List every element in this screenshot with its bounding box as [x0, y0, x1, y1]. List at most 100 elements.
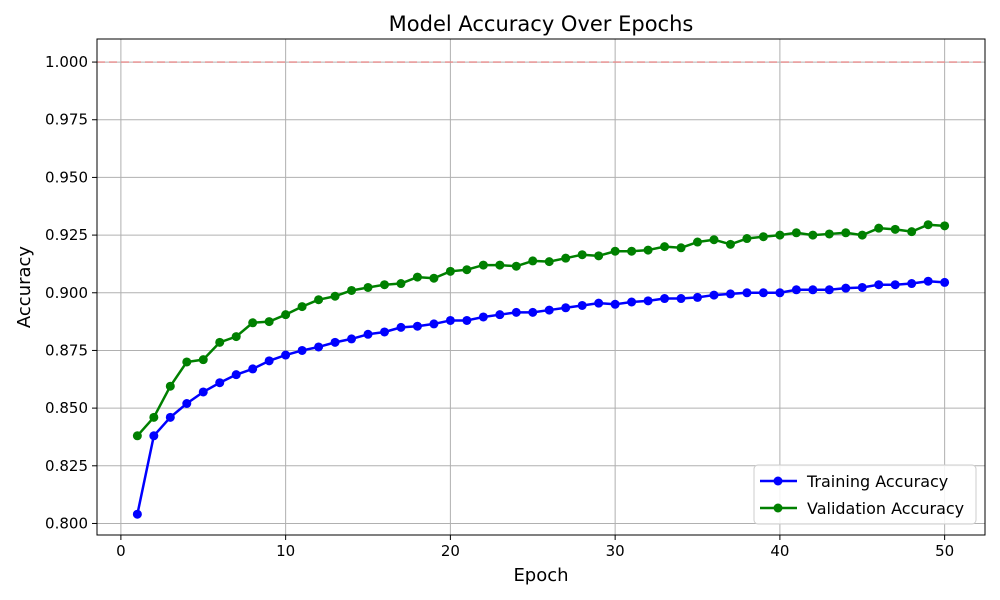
data-point [248, 364, 258, 374]
data-point [676, 243, 686, 253]
series-line [136, 223, 945, 437]
legend-marker-validation [773, 503, 783, 513]
legend: Training Accuracy Validation Accuracy [753, 464, 977, 525]
data-point [165, 412, 175, 422]
grid-lines [97, 39, 985, 535]
chart-title: Model Accuracy Over Epochs [389, 12, 694, 36]
data-point [445, 266, 455, 276]
data-point [511, 307, 521, 317]
x-axis-ticks: 0 10 20 30 40 50 [116, 535, 954, 560]
y-tick-label: 0.825 [45, 457, 88, 475]
data-point [627, 297, 637, 307]
data-point [890, 280, 900, 290]
x-axis-label: Epoch [513, 565, 568, 586]
data-point [725, 239, 735, 249]
y-tick-label: 0.925 [45, 226, 88, 244]
data-point [709, 235, 719, 245]
y-axis-ticks: 0.800 0.825 0.850 0.875 0.900 0.925 0.950 0.975… [45, 53, 97, 532]
y-tick-label: 0.900 [45, 284, 88, 302]
x-tick-label: 30 [606, 542, 625, 560]
data-point [725, 289, 735, 299]
data-point [215, 378, 225, 388]
data-point [742, 288, 752, 298]
plot-frame [96, 38, 986, 536]
data-point [857, 230, 867, 240]
data-point [791, 285, 801, 295]
data-point [923, 276, 933, 286]
x-tick-label: 40 [770, 542, 789, 560]
data-point [907, 227, 917, 237]
data-point [198, 387, 208, 397]
y-tick-label: 0.950 [45, 168, 88, 186]
x-tick-label: 20 [441, 542, 460, 560]
data-point [281, 310, 291, 320]
data-point [775, 288, 785, 298]
data-point [495, 260, 505, 270]
data-point [412, 321, 422, 331]
data-point [841, 228, 851, 238]
y-tick-label: 0.850 [45, 399, 88, 417]
data-point [709, 290, 719, 300]
data-point [561, 253, 571, 263]
data-point [643, 296, 653, 306]
data-point [462, 265, 472, 275]
legend-box [753, 464, 977, 525]
data-point [923, 220, 933, 230]
data-point [478, 312, 488, 322]
data-point [544, 257, 554, 267]
data-point [528, 256, 538, 266]
data-point [363, 329, 373, 339]
data-point [396, 322, 406, 332]
data-point [314, 342, 324, 352]
legend-label-training: Training Accuracy [806, 472, 948, 491]
data-point [775, 230, 785, 240]
data-point [231, 332, 241, 342]
data-point [297, 345, 307, 355]
data-point [841, 283, 851, 293]
data-point [693, 237, 703, 247]
data-point [808, 230, 818, 240]
data-point [264, 356, 274, 366]
data-point [297, 302, 307, 312]
data-point [857, 282, 867, 292]
data-point [940, 221, 950, 231]
data-point [182, 357, 192, 367]
data-point [379, 280, 389, 290]
data-point [874, 223, 884, 233]
data-point [528, 307, 538, 317]
data-point [396, 279, 406, 289]
data-point [248, 318, 258, 328]
data-point [198, 355, 208, 365]
data-point [610, 246, 620, 256]
y-tick-label: 0.800 [45, 514, 88, 532]
data-point [149, 412, 159, 422]
data-point [890, 224, 900, 234]
data-point [363, 282, 373, 292]
y-tick-label: 0.875 [45, 341, 88, 359]
legend-marker-training [773, 476, 783, 486]
data-point [808, 285, 818, 295]
y-axis-label: Accuracy [14, 246, 35, 329]
data-point [610, 299, 620, 309]
data-point [693, 292, 703, 302]
data-point [660, 294, 670, 304]
data-point [231, 370, 241, 380]
data-point [907, 279, 917, 289]
x-tick-label: 10 [276, 542, 295, 560]
data-point [264, 317, 274, 327]
data-point [330, 337, 340, 347]
data-point [314, 295, 324, 305]
data-point [594, 251, 604, 261]
data-point [758, 232, 768, 242]
data-point [627, 246, 637, 256]
data-point [594, 298, 604, 308]
data-point [824, 229, 834, 239]
x-tick-label: 50 [935, 542, 954, 560]
y-tick-label: 1.000 [45, 53, 88, 71]
data-point [791, 228, 801, 238]
data-point [577, 250, 587, 260]
data-point [660, 242, 670, 252]
series-layer [132, 220, 950, 519]
data-point [429, 319, 439, 329]
data-point [462, 315, 472, 325]
